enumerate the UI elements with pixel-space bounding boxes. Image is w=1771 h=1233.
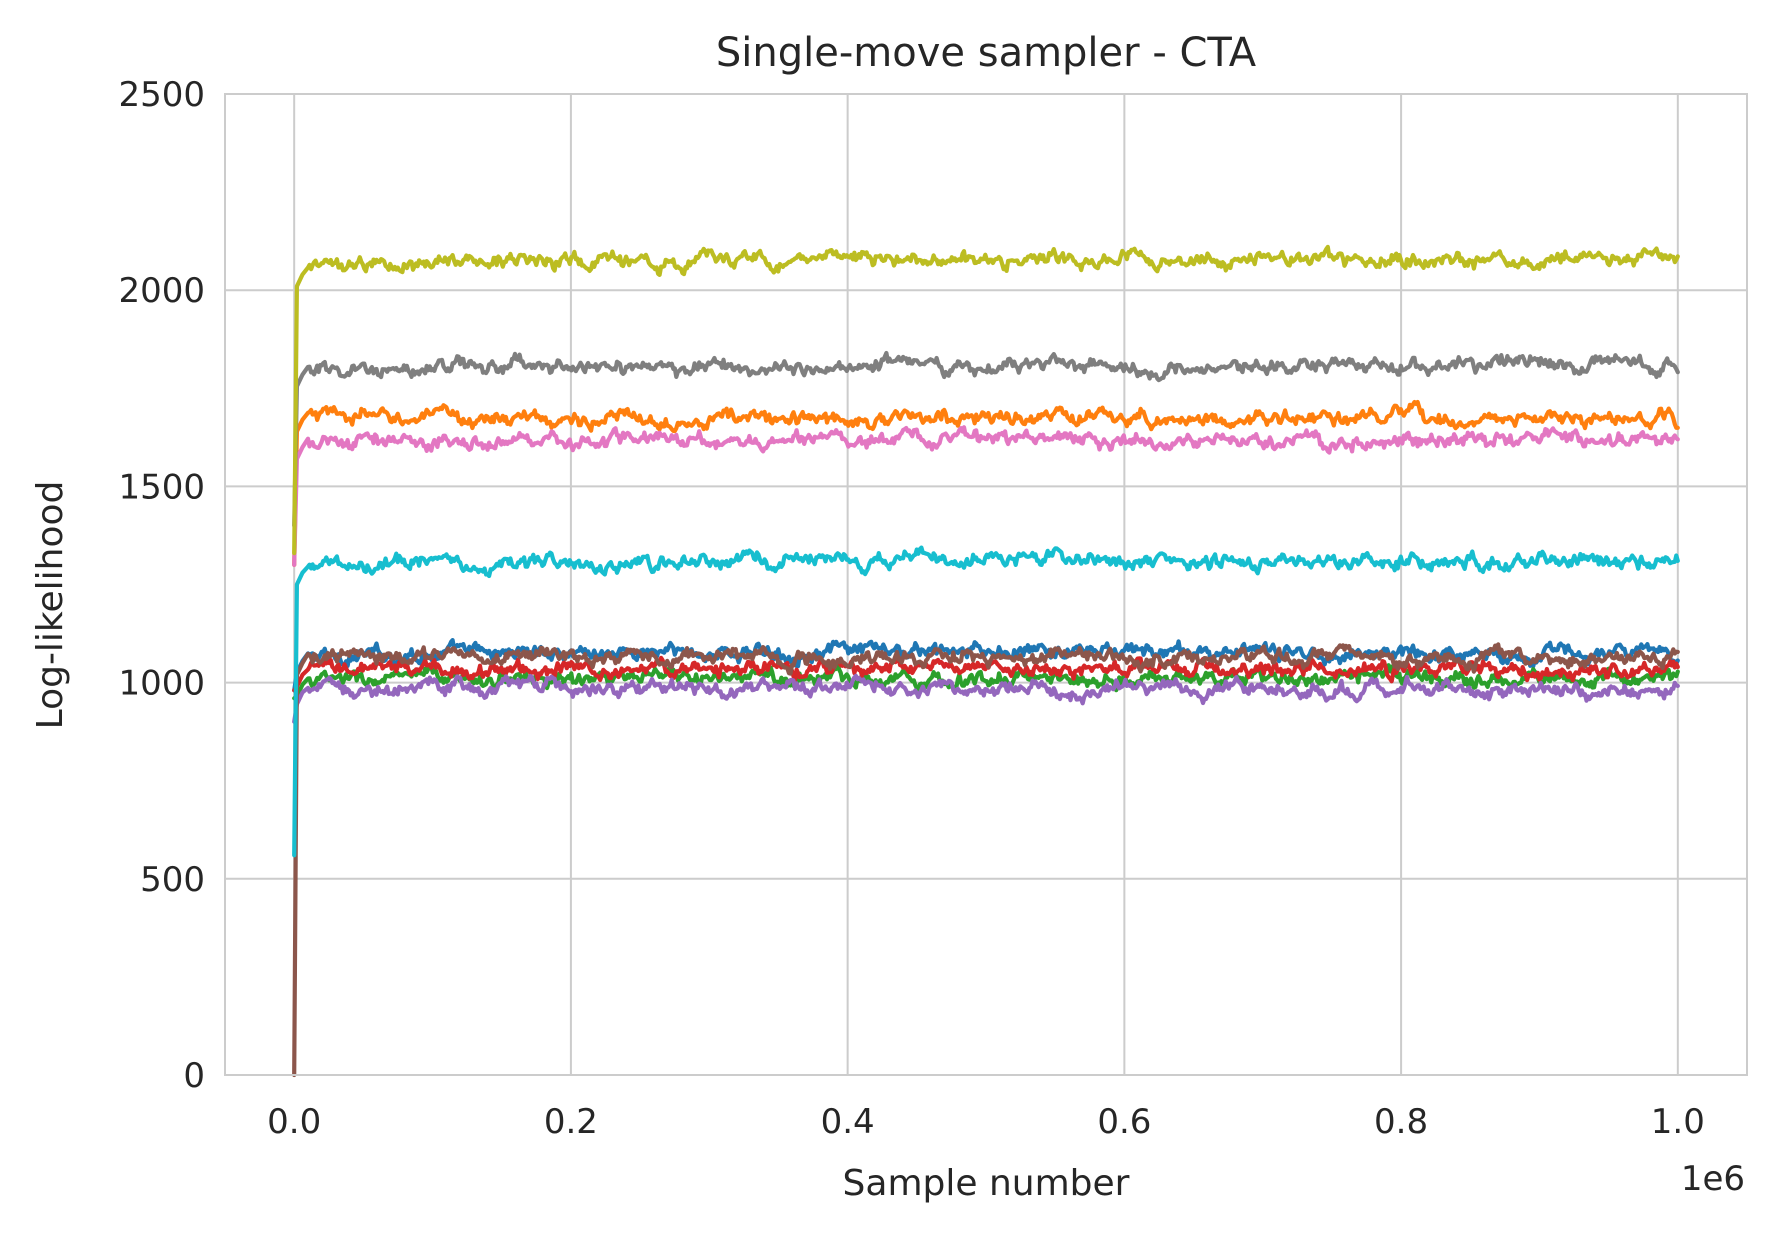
- grid-lines: [225, 93, 1747, 1076]
- y-tick-label: 0: [183, 1056, 205, 1096]
- y-tick-labels: 0 500 1000 1500 2000 2500: [118, 75, 205, 1096]
- x-tick-labels: 0.0 0.2 0.4 0.6 0.8 1.0: [267, 1102, 1705, 1142]
- y-tick-label: 1000: [118, 664, 205, 704]
- series-trace: [292, 673, 1680, 724]
- y-tick-label: 500: [140, 860, 205, 900]
- x-tick-label: 0.6: [1097, 1102, 1151, 1142]
- x-tick-label: 0.0: [267, 1102, 321, 1142]
- y-tick-label: 2500: [118, 75, 205, 115]
- series-trace: [292, 638, 1680, 693]
- series-trace: [292, 350, 1680, 528]
- series-trace: [292, 244, 1680, 556]
- plot-frame: [224, 93, 1748, 1076]
- chart-title: Single-move sampler - CTA: [716, 30, 1257, 76]
- series-lines: [292, 244, 1680, 1078]
- series-trace: [292, 399, 1680, 567]
- x-offset-label: 1e6: [1681, 1159, 1745, 1199]
- x-tick-label: 0.4: [821, 1102, 875, 1142]
- y-tick-label: 1500: [118, 467, 205, 507]
- x-tick-label: 0.8: [1374, 1102, 1428, 1142]
- x-tick-label: 0.2: [544, 1102, 598, 1142]
- axes-frame: [224, 93, 1748, 1076]
- x-tick-label: 1.0: [1651, 1102, 1705, 1142]
- series-trace: [292, 642, 1680, 1078]
- y-axis-label: Log-likelihood: [30, 481, 71, 730]
- series-trace: [292, 425, 1680, 567]
- series-trace: [292, 545, 1680, 858]
- x-axis-label: Sample number: [843, 1163, 1130, 1204]
- y-tick-label: 2000: [118, 271, 205, 311]
